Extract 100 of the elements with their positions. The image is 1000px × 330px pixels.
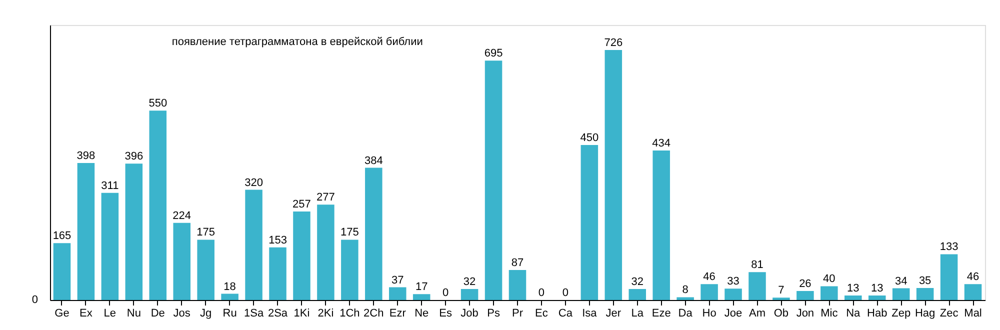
x-tick-label: Da [678,308,694,320]
bar [892,288,910,300]
bar [125,164,143,300]
x-tick-label: Nu [126,308,141,320]
x-tick-label: Hab [867,308,888,320]
bar [245,190,262,300]
data-label: 133 [940,241,958,254]
x-tick-label: 1Ch [340,308,360,320]
data-label: 26 [799,278,812,290]
data-label: 13 [870,282,884,295]
bar [676,297,694,300]
data-label: 384 [364,154,383,167]
data-label: 165 [52,230,72,242]
data-label: 0 [538,287,545,299]
x-tick-label: Eze [652,308,671,320]
bar [604,50,622,300]
text: 0 [32,294,38,306]
x-tick-label: Isa [582,308,598,320]
x-tick-label: Zep [892,308,911,320]
bar [149,110,167,300]
data-label: 695 [484,48,503,60]
bar [916,288,934,300]
bar [341,240,358,300]
bar [317,204,334,300]
data-label: 40 [823,273,836,286]
bar [868,296,886,300]
data-label: 34 [894,275,908,288]
x-tick-label: Na [846,308,862,320]
x-tick-label: 2Ki [318,308,334,320]
chart-title: появление тетраграмматона в еврейской библии [172,36,423,48]
data-label: 17 [415,281,428,294]
data-label: 0 [562,287,569,299]
bar [53,243,71,300]
data-label: 175 [340,226,359,239]
data-label: 33 [727,276,740,288]
data-label: 726 [604,37,623,49]
x-tick-label: Zec [940,308,959,320]
x-tick-label: Ob [774,308,789,320]
x-tick-label: Jos [173,308,191,320]
data-label: 320 [244,176,263,189]
bar [460,288,478,300]
data-label: 32 [463,276,476,288]
data-label: 153 [268,234,287,246]
bar [964,284,982,300]
x-tick-label: Ca [558,308,574,320]
data-label: 7 [778,284,784,297]
data-label: 46 [703,271,716,284]
x-tick-label: Job [460,308,478,320]
data-label: 550 [148,98,168,110]
data-label: 450 [580,132,599,144]
x-tick-label: De [150,308,165,320]
x-tick-label: 1Ki [294,308,310,320]
data-label: 32 [631,276,644,288]
x-tick-label: Am [748,308,766,320]
x-tick-label: Jer [606,308,622,320]
bar [269,247,286,300]
data-label: 18 [224,280,236,293]
bar [221,294,238,300]
x-tick-label: Mal [964,308,982,320]
x-tick-label: Ps [487,308,500,320]
data-label: 81 [751,259,764,272]
data-label: 396 [124,150,144,163]
data-label: 311 [101,180,119,192]
data-label: 8 [682,284,688,296]
bar [508,270,526,300]
x-tick-label: Ho [702,308,716,320]
bar [796,291,814,300]
bar [652,150,670,300]
bar [293,212,310,300]
data-label: 87 [511,257,524,270]
x-tick-label: Mic [820,308,838,320]
bar [365,168,382,300]
data-label: 257 [292,198,311,210]
x-tick-label: 2Ch [364,308,384,320]
bar [700,284,718,300]
x-tick-label: Ex [80,308,93,320]
bar [197,240,214,300]
x-tick-label: Ru [222,308,237,320]
x-tick-label: Joe [724,308,742,320]
x-tick-label: Jon [796,308,814,320]
x-tick-label: 2Sa [268,308,288,320]
x-tick-label: Ge [54,308,70,320]
x-tick-label: Hag [914,308,936,320]
bar [173,222,190,300]
bar [844,296,862,300]
x-tick-label: Ec [535,308,548,320]
x-tick-label: Ezr [389,308,406,320]
x-tick-label: 1Sa [244,308,264,320]
data-label: 37 [392,274,404,286]
data-label: 398 [76,150,96,162]
data-label: 277 [316,192,335,204]
x-tick-label: La [631,308,644,320]
bar [580,145,598,300]
bar [484,60,502,300]
data-label: 175 [196,226,216,239]
bar [412,294,430,300]
data-label: 0 [442,287,449,299]
data-label: 35 [918,274,932,287]
data-label: 13 [847,282,860,295]
bar [628,288,646,300]
